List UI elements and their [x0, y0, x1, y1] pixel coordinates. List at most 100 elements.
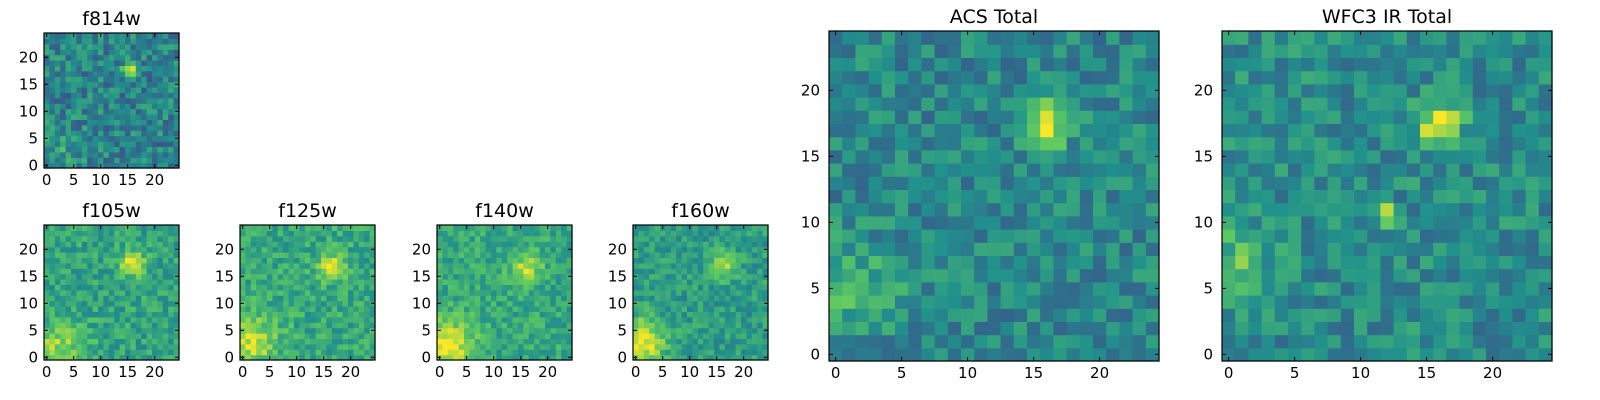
pixel-cell — [1354, 255, 1368, 270]
pixel-cell — [103, 70, 110, 77]
pixel-cell — [762, 284, 769, 291]
pixel-cell — [1040, 44, 1054, 58]
pixel-cell — [638, 354, 645, 361]
pixel-cell — [81, 225, 88, 231]
pixel-cell — [71, 273, 77, 280]
pixel-cell — [119, 157, 126, 164]
pixel-cell — [157, 49, 164, 56]
pixel-cell — [1222, 136, 1236, 151]
pixel-cell — [1367, 83, 1381, 98]
pixel-cell — [108, 49, 115, 56]
pixel-cell — [315, 354, 322, 361]
pixel-cell — [76, 241, 83, 248]
pixel-cell — [54, 151, 61, 158]
pixel-cell — [60, 354, 67, 361]
pixel-cell — [1538, 97, 1553, 111]
pixel-cell — [654, 295, 661, 302]
pixel-cell — [310, 284, 317, 291]
pixel-cell — [480, 338, 487, 345]
pixel-cell — [353, 241, 360, 248]
pixel-cell — [1301, 189, 1315, 204]
pixel-cell — [708, 333, 715, 339]
pixel-cell — [44, 235, 50, 242]
pixel-cell — [369, 306, 376, 312]
pixel-cell — [934, 268, 949, 283]
pixel-cell — [87, 333, 94, 339]
pixel-cell — [283, 349, 290, 356]
pixel-cell — [528, 349, 535, 356]
pixel-cell — [1367, 97, 1381, 111]
pixel-cell — [687, 268, 693, 275]
pixel-cell — [1380, 202, 1395, 217]
pixel-cell — [245, 327, 252, 334]
pixel-cell — [60, 327, 67, 334]
image-f814w — [44, 33, 180, 169]
pixel-cell — [1235, 295, 1249, 309]
pixel-cell — [1380, 149, 1395, 164]
pixel-cell — [714, 230, 720, 237]
pixel-cell — [545, 316, 551, 323]
pixel-cell — [65, 338, 72, 345]
pixel-cell — [746, 252, 753, 258]
pixel-cell — [119, 124, 126, 131]
pixel-cell — [315, 333, 322, 339]
pixel-cell — [1079, 308, 1094, 322]
pixel-cell — [1525, 242, 1540, 256]
pixel-cell — [447, 349, 454, 356]
pixel-cell — [829, 110, 843, 124]
pixel-cell — [974, 242, 988, 256]
pixel-cell — [987, 136, 1002, 151]
pixel-cell — [358, 327, 365, 334]
x-tick-label: 0 — [1224, 364, 1234, 382]
pixel-cell — [162, 157, 169, 164]
pixel-cell — [1538, 83, 1553, 98]
pixel-cell — [1486, 321, 1500, 336]
pixel-cell — [555, 327, 562, 334]
pixel-cell — [550, 333, 557, 339]
pixel-cell — [1145, 57, 1160, 72]
pixel-cell — [1367, 202, 1381, 217]
pixel-cell — [724, 235, 731, 242]
pixel-cell — [119, 103, 126, 110]
pixel-cell — [649, 311, 656, 318]
pixel-cell — [92, 54, 99, 61]
pixel-cell — [1222, 242, 1236, 256]
pixel-cell — [49, 108, 56, 115]
pixel-cell — [54, 257, 61, 264]
pixel-cell — [751, 300, 758, 307]
pixel-cell — [152, 300, 158, 307]
pixel-cell — [1393, 136, 1408, 151]
pixel-cell — [512, 311, 519, 318]
pixel-cell — [98, 130, 104, 137]
pixel-cell — [54, 241, 61, 248]
pixel-cell — [1132, 242, 1147, 256]
pixel-cell — [162, 38, 169, 45]
pixel-cell — [660, 311, 666, 318]
pixel-cell — [141, 157, 148, 164]
pixel-cell — [60, 43, 67, 50]
pixel-cell — [103, 49, 110, 56]
pixel-cell — [934, 110, 949, 124]
pixel-cell — [528, 268, 535, 275]
pixel-cell — [987, 242, 1002, 256]
pixel-cell — [469, 354, 476, 361]
pixel-cell — [681, 230, 688, 237]
pixel-cell — [724, 295, 731, 302]
pixel-cell — [98, 151, 104, 158]
pixel-cell — [453, 343, 460, 350]
pixel-cell — [87, 65, 94, 72]
pixel-cell — [87, 49, 94, 56]
pixel-cell — [1433, 334, 1447, 349]
pixel-cell — [299, 333, 306, 339]
pixel-cell — [561, 343, 568, 350]
axes-frame — [632, 224, 769, 361]
pixel-cell — [71, 284, 77, 291]
x-tick-label: 15 — [1024, 364, 1043, 382]
pixel-cell — [44, 60, 50, 66]
pixel-cell — [762, 225, 769, 231]
pixel-cell — [119, 230, 126, 237]
pixel-cell — [135, 33, 142, 39]
pixel-cell — [534, 300, 541, 307]
pixel-cell — [1248, 57, 1263, 72]
